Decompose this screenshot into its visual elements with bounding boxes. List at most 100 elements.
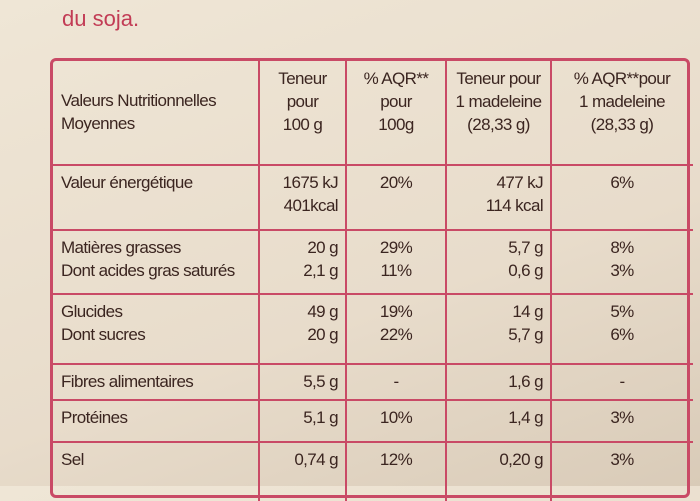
table-cell: 29% 11% xyxy=(346,230,446,294)
table-cell: Valeur énergétique xyxy=(53,165,259,230)
header-cell: Teneur pour 100 g xyxy=(259,61,346,165)
table-cell: 10% xyxy=(346,400,446,442)
cell-line: - xyxy=(619,372,625,391)
cell-line: 2,1 g xyxy=(303,261,338,280)
cell-line: 100 g xyxy=(282,115,323,134)
table-cell: Protéines xyxy=(53,400,259,442)
cell-line: 29% xyxy=(379,238,413,257)
table-cell: 5,7 g 0,6 g xyxy=(446,230,551,294)
table-cell: 1,6 g xyxy=(446,364,551,400)
column-divider xyxy=(258,61,260,501)
row-divider xyxy=(53,363,693,365)
cell-line: Glucides xyxy=(61,302,123,321)
table-cell: 5,1 g xyxy=(259,400,346,442)
cell-line: 1675 kJ xyxy=(282,173,339,192)
cell-line: 1,6 g xyxy=(508,372,543,391)
cell-line: 0,74 g xyxy=(294,450,338,469)
cell-line: 6% xyxy=(610,173,634,192)
cell-line: Protéines xyxy=(61,408,128,427)
header-cell: Teneur pour 1 madeleine (28,33 g) xyxy=(446,61,551,165)
cell-line: 5,7 g xyxy=(508,238,543,257)
cell-line: 5,1 g xyxy=(303,408,338,427)
cell-line: 401kcal xyxy=(283,196,339,215)
table-cell: 477 kJ 114 kcal xyxy=(446,165,551,230)
cell-line: 3% xyxy=(610,261,634,280)
cell-line: Dont sucres xyxy=(61,325,146,344)
table-cell: 3% xyxy=(551,400,693,442)
table-cell: 19% 22% xyxy=(346,294,446,364)
table-cell: Fibres alimentaires xyxy=(53,364,259,400)
table-cell: 20% xyxy=(346,165,446,230)
cell-line: 1,4 g xyxy=(508,408,543,427)
cell-line: 1 madeleine xyxy=(578,92,666,111)
cell-line: 20 g xyxy=(307,238,338,257)
table-cell: 8% 3% xyxy=(551,230,693,294)
cell-line: Valeurs Nutritionnelles xyxy=(61,91,217,110)
cell-line: 6% xyxy=(610,325,634,344)
cell-line: 49 g xyxy=(307,302,338,321)
cell-line: 5,5 g xyxy=(303,372,338,391)
cell-line: 0,20 g xyxy=(499,450,543,469)
cell-line: Dont acides gras saturés xyxy=(61,261,235,280)
table-cell: Sel xyxy=(53,442,259,501)
table-cell: 14 g 5,7 g xyxy=(446,294,551,364)
table-cell: 12% xyxy=(346,442,446,501)
cell-line: % AQR** xyxy=(363,69,429,88)
cell-line: 3% xyxy=(610,450,634,469)
cell-line: Valeur énergétique xyxy=(61,173,193,192)
table-cell: 3% xyxy=(551,442,693,501)
cell-line: 12% xyxy=(379,450,413,469)
cell-line: 14 g xyxy=(512,302,543,321)
table-cell: - xyxy=(346,364,446,400)
cell-line: Sel xyxy=(61,450,84,469)
header-cell: % AQR**pour 1 madeleine (28,33 g) xyxy=(551,61,693,165)
cell-line: pour xyxy=(380,92,412,111)
table-cell: 5% 6% xyxy=(551,294,693,364)
cell-line: Matières grasses xyxy=(61,238,181,257)
table-cell: 20 g 2,1 g xyxy=(259,230,346,294)
cell-line: 1 madeleine xyxy=(455,92,542,111)
cell-line: 11% xyxy=(380,261,413,280)
header-cell: Valeurs Nutritionnelles Moyennes xyxy=(53,61,259,165)
table-cell: 49 g 20 g xyxy=(259,294,346,364)
cell-line: % AQR**pour xyxy=(573,69,671,88)
cell-line: 3% xyxy=(610,408,634,427)
row-divider xyxy=(53,293,693,295)
column-divider xyxy=(550,61,552,501)
cell-line: Moyennes xyxy=(61,114,135,133)
table-cell: Glucides Dont sucres xyxy=(53,294,259,364)
cell-line: Fibres alimentaires xyxy=(61,372,194,391)
table-cell: 0,20 g xyxy=(446,442,551,501)
table-cell: 1675 kJ 401kcal xyxy=(259,165,346,230)
cell-line: (28,33 g) xyxy=(590,115,654,134)
cell-line: 22% xyxy=(379,325,413,344)
cell-line: 20 g xyxy=(307,325,338,344)
cell-line: 114 kcal xyxy=(485,196,544,215)
cell-line: - xyxy=(393,372,399,391)
cell-line: (28,33 g) xyxy=(467,115,530,134)
cell-line: 8% xyxy=(610,238,634,257)
row-divider xyxy=(53,399,693,401)
cell-line: Teneur xyxy=(278,69,327,88)
header-cell: % AQR** pour 100g xyxy=(346,61,446,165)
table-cell: Matières grasses Dont acides gras saturés xyxy=(53,230,259,294)
nutrition-table: Valeurs Nutritionnelles Moyennes Teneur pou… xyxy=(50,58,693,501)
row-divider xyxy=(53,441,693,443)
cell-line: 5,7 g xyxy=(508,325,543,344)
cell-line: 100g xyxy=(378,115,414,134)
cell-line: 5% xyxy=(610,302,634,321)
column-divider xyxy=(445,61,447,501)
table-cell: 0,74 g xyxy=(259,442,346,501)
row-divider xyxy=(53,229,693,231)
cell-line: 19% xyxy=(379,302,413,321)
table-cell: - xyxy=(551,364,693,400)
cell-line: 477 kJ xyxy=(496,173,544,192)
cell-line: 0,6 g xyxy=(508,261,543,280)
table-cell: 6% xyxy=(551,165,693,230)
column-divider xyxy=(345,61,347,501)
cell-line: 20% xyxy=(379,173,413,192)
intro-text: du soja. xyxy=(62,6,140,31)
cell-line: pour xyxy=(286,92,319,111)
table-cell: 5,5 g xyxy=(259,364,346,400)
